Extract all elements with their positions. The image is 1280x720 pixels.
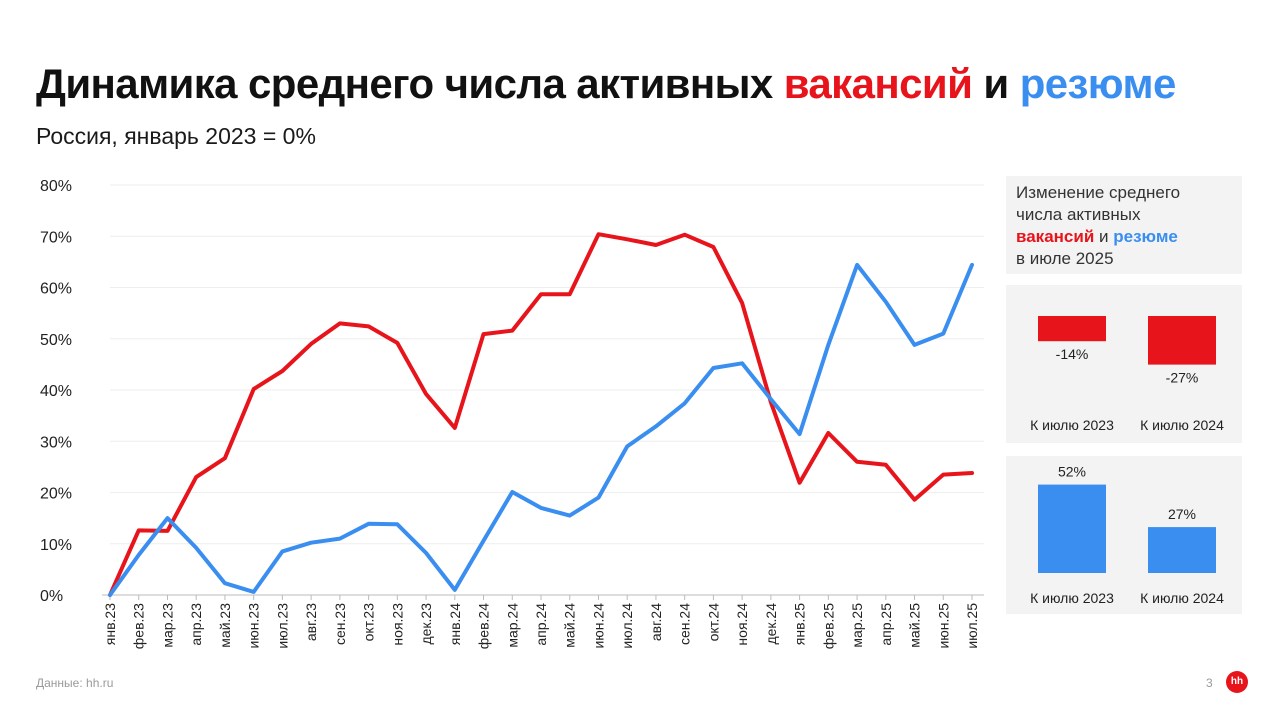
x-tick-label: янв.23 <box>102 603 118 645</box>
legend-vacancies: вакансий <box>1016 227 1095 246</box>
x-tick-label: окт.24 <box>705 603 721 642</box>
x-tick-label: дек.23 <box>418 603 434 645</box>
title-connector: и <box>972 60 1020 107</box>
y-tick-label: 0% <box>40 588 63 605</box>
x-tick-label: май.23 <box>217 603 233 648</box>
x-tick-label: фев.25 <box>820 603 836 649</box>
page-title: Динамика среднего числа активных ваканси… <box>36 60 1176 108</box>
x-tick-label: сен.23 <box>332 603 348 645</box>
bar <box>1038 316 1106 342</box>
x-tick-label: май.25 <box>907 603 923 648</box>
y-tick-label: 70% <box>40 229 72 246</box>
x-tick-label: май.24 <box>562 603 578 648</box>
x-tick-label: июл.25 <box>964 603 980 649</box>
x-tick-label: июл.24 <box>619 603 635 649</box>
x-tick-label: янв.25 <box>792 603 808 645</box>
x-tick-label: дек.24 <box>763 603 779 645</box>
x-tick-label: ноя.24 <box>734 603 750 646</box>
bar-value-label: -27% <box>1166 370 1199 386</box>
data-source: Данные: hh.ru <box>36 676 114 690</box>
x-tick-label: окт.23 <box>361 603 377 642</box>
legend-line-4: в июле 2025 <box>1016 249 1114 268</box>
x-tick-label: сен.24 <box>677 603 693 645</box>
legend-text: Изменение среднего числа активных ваканс… <box>1016 182 1180 270</box>
x-tick-label: июн.23 <box>246 603 262 649</box>
vacancies-line <box>108 232 974 597</box>
bar <box>1148 316 1216 365</box>
x-tick-label: апр.25 <box>878 603 894 646</box>
x-tick-label: авг.24 <box>648 603 664 641</box>
bar-value-label: -14% <box>1056 346 1089 362</box>
y-tick-label: 50% <box>40 332 72 349</box>
x-tick-label: апр.24 <box>533 603 549 646</box>
hh-logo: hh <box>1226 671 1248 693</box>
y-tick-label: 30% <box>40 434 72 451</box>
bar-category-label: К июлю 2024 <box>1140 417 1224 433</box>
title-word-resumes: резюме <box>1019 60 1177 107</box>
x-tick-label: июл.23 <box>274 603 290 649</box>
bar-value-label: 52% <box>1058 464 1086 480</box>
resumes-line <box>108 262 974 597</box>
x-tick-label: июн.24 <box>590 603 606 649</box>
y-tick-label: 80% <box>40 178 72 195</box>
x-tick-label: авг.23 <box>303 603 319 641</box>
page-number: 3 <box>1206 676 1213 690</box>
y-tick-label: 40% <box>40 383 72 400</box>
y-tick-label: 10% <box>40 537 72 554</box>
bar-category-label: К июлю 2024 <box>1140 590 1224 606</box>
legend-resumes: резюме <box>1113 227 1178 246</box>
bar <box>1148 527 1216 573</box>
vacancies-bar-chart: -14% К июлю 2023 -27% К июлю 2024 <box>1030 316 1224 433</box>
x-tick-label: янв.24 <box>447 603 463 645</box>
y-tick-label: 20% <box>40 486 72 503</box>
title-word-vacancies: вакансий <box>783 60 973 107</box>
bar-category-label: К июлю 2023 <box>1030 417 1114 433</box>
bar-value-label: 27% <box>1168 506 1196 522</box>
legend-line-2: числа активных <box>1016 205 1141 224</box>
x-tick-label: мар.25 <box>849 603 865 648</box>
x-tick-label: мар.23 <box>159 603 175 648</box>
vacancies-change-panel: -14% К июлю 2023 -27% К июлю 2024 <box>1006 285 1242 443</box>
x-tick-label: фев.24 <box>476 603 492 649</box>
resumes-bar-chart: 52% К июлю 2023 27% К июлю 2024 <box>1030 464 1224 606</box>
legend-connector: и <box>1094 227 1114 246</box>
page-subtitle: Россия, январь 2023 = 0% <box>36 123 316 149</box>
x-tick-label: июн.25 <box>935 603 951 649</box>
bar <box>1038 484 1106 573</box>
bar-category-label: К июлю 2023 <box>1030 590 1114 606</box>
legend-panel: Изменение среднего числа активных ваканс… <box>1006 176 1242 274</box>
x-tick-label: ноя.23 <box>389 603 405 646</box>
x-tick-label: мар.24 <box>504 603 520 648</box>
legend-line-1: Изменение среднего <box>1016 183 1181 202</box>
resumes-change-panel: 52% К июлю 2023 27% К июлю 2024 <box>1006 456 1242 614</box>
y-tick-label: 60% <box>40 281 72 298</box>
line-chart: 0% 10% 20% 30% 40% 50% 60% 70% 80% янв.23 фев.23 ма… <box>40 178 984 649</box>
x-tick-label: апр.23 <box>188 603 204 646</box>
title-main-text: Динамика среднего числа активных <box>36 60 784 107</box>
x-tick-label: фев.23 <box>131 603 147 649</box>
